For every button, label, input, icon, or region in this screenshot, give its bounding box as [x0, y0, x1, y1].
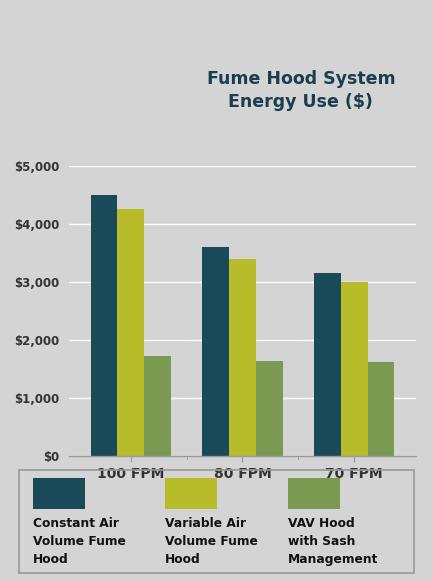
Text: Variable Air
Volume Fume
Hood: Variable Air Volume Fume Hood — [165, 517, 258, 566]
Text: Fume Hood System
Energy Use ($): Fume Hood System Energy Use ($) — [207, 70, 395, 111]
Bar — [90, 195, 117, 456]
Bar — [144, 356, 171, 456]
FancyBboxPatch shape — [288, 479, 340, 508]
Text: VAV Hood
with Sash
Management: VAV Hood with Sash Management — [288, 517, 378, 566]
Bar — [341, 282, 368, 456]
Bar — [256, 361, 283, 456]
Bar — [202, 247, 229, 456]
Text: Constant Air
Volume Fume
Hood: Constant Air Volume Fume Hood — [33, 517, 126, 566]
Bar — [314, 273, 341, 456]
Bar — [229, 259, 256, 456]
FancyBboxPatch shape — [33, 479, 85, 508]
Bar — [368, 362, 394, 456]
FancyBboxPatch shape — [165, 479, 216, 508]
Bar — [117, 209, 144, 456]
